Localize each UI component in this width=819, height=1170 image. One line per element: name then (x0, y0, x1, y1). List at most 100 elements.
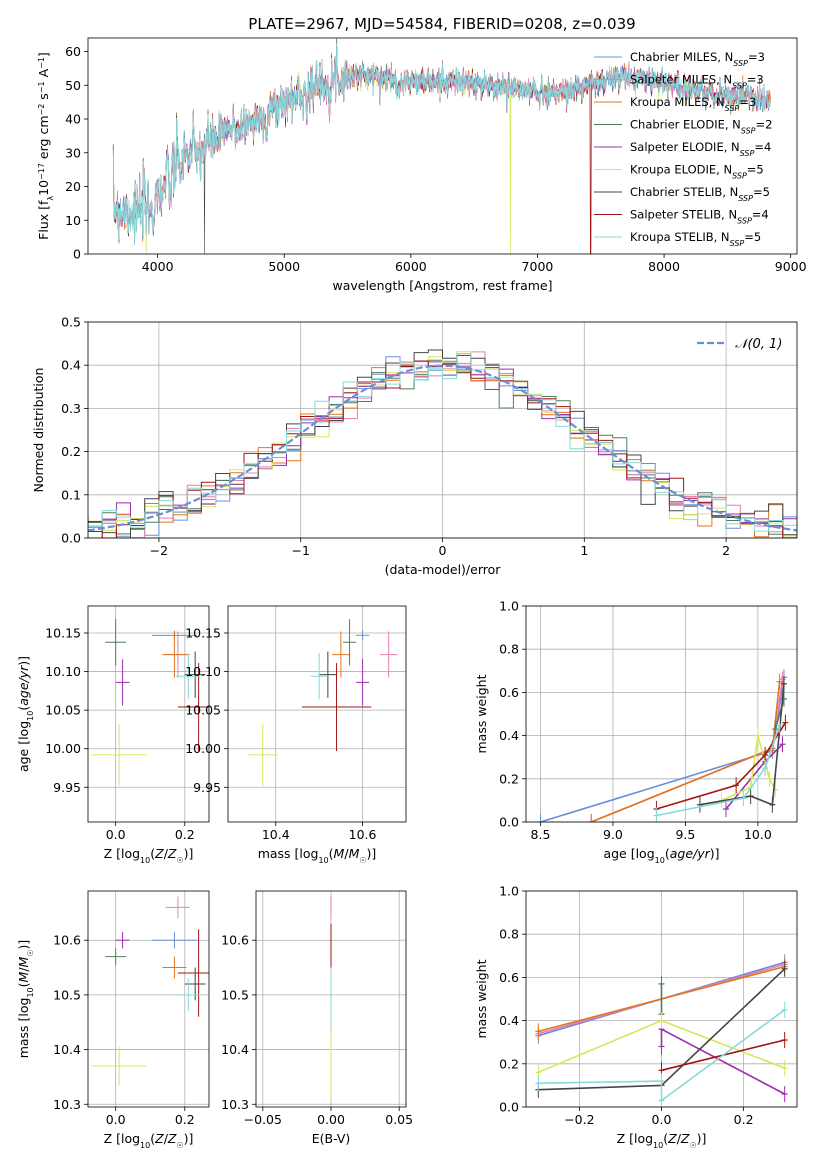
plot-area (537, 669, 789, 822)
y-tick-label: 1.0 (499, 884, 519, 899)
y-axis-label: mass weight (474, 959, 489, 1038)
legend-normal-label: 𝒩(0, 1) (735, 337, 782, 352)
y-tick-label: 10.05 (185, 703, 221, 718)
y-tick-label: 60 (65, 44, 81, 59)
x-tick-label: −0.2 (564, 1112, 594, 1127)
y-tick-label: 10.4 (53, 1042, 81, 1057)
plot-area (247, 619, 398, 786)
y-tick-label: 10.05 (45, 703, 81, 718)
figure-title: PLATE=2967, MJD=54584, FIBERID=0208, z=0… (248, 15, 635, 33)
x-tick-label: 6000 (395, 259, 427, 274)
y-axis-label: Flux [fλ10−17 erg cm−2 s−1 A−1] (36, 52, 55, 240)
axes-frame (525, 890, 798, 1108)
weight-vs-age-panel: 8.5 9.0 9.5 10.0 0.0 0.2 0.4 0.6 0.8 1.0 age [log1… (474, 599, 798, 865)
x-tick-label: 0.2 (175, 827, 195, 842)
normal-curve (88, 364, 797, 532)
plot-area (91, 619, 209, 786)
x-tick-label: 1 (580, 543, 588, 558)
x-tick-label: 0.0 (652, 1112, 672, 1127)
weight-vs-metallicity-panel: −0.2 0.0 0.2 0.0 0.2 0.4 0.6 0.8 1.0 Z [log10(Z/Z… (474, 884, 798, 1150)
x-tick-label: 2 (722, 543, 730, 558)
y-tick-label: 0.4 (499, 1013, 519, 1028)
x-tick-label: 0.0 (106, 1112, 126, 1127)
y-axis-label: age [log10(age/yr)] (16, 656, 35, 772)
y-tick-label: 10.5 (53, 987, 81, 1002)
legend-label-chabrier-elodie: Chabrier ELODIE, NSSP=2 (630, 118, 772, 136)
y-tick-label: 10.5 (221, 987, 249, 1002)
x-tick-label: −0.05 (244, 1112, 282, 1127)
x-tick-label: 7000 (522, 259, 554, 274)
x-tick-label: 0.00 (317, 1112, 345, 1127)
spectrum-line-kroupa-stelib (112, 43, 771, 246)
y-tick-label: 30 (65, 145, 81, 160)
y-tick-label: 9.95 (53, 780, 81, 795)
legend-label-kroupa-stelib: Kroupa STELIB, NSSP=5 (630, 230, 761, 248)
plot-area (91, 896, 209, 1086)
age-vs-mass-panel: 10.4 10.6 9.95 10.00 10.05 10.10 10.15 mass [lo… (185, 605, 407, 865)
x-tick-label: 10.4 (262, 827, 290, 842)
x-tick-label: 9.5 (675, 827, 695, 842)
y-tick-label: 50 (65, 78, 81, 93)
x-tick-label: 10.6 (349, 827, 377, 842)
spectrum-panel: 4000 5000 6000 7000 8000 9000 0 10 20 30 40 50 60 wav… (36, 37, 807, 293)
y-tick-label: 0.6 (499, 685, 519, 700)
weight-line-chabrier-miles (540, 677, 785, 822)
x-tick-label: 0 (439, 543, 447, 558)
legend-label-kroupa-miles: Kroupa MILES, NSSP=3 (630, 95, 756, 113)
y-tick-label: 10.3 (53, 1097, 81, 1112)
axes-frame (255, 890, 407, 1108)
legend-label-salpeter-elodie: Salpeter ELODIE, NSSP=4 (630, 140, 771, 158)
x-axis-label: age [log10(age/yr)] (603, 846, 719, 865)
x-tick-label: 0.2 (175, 1112, 195, 1127)
x-tick-label: 0.2 (734, 1112, 754, 1127)
plot-area (88, 349, 797, 538)
legend-label-salpeter-miles: Salpeter MILES, NSSP=3 (630, 73, 764, 91)
axes-frame (87, 605, 210, 823)
x-axis-label: wavelength [Angstrom, rest frame] (332, 278, 552, 293)
x-tick-label: 0.05 (385, 1112, 413, 1127)
y-tick-label: 0.2 (499, 771, 519, 786)
y-tick-label: 9.95 (193, 780, 221, 795)
weight-line-kroupa-stelib (538, 1009, 786, 1103)
axes-frame (227, 605, 407, 823)
mass-vs-ebv-panel: −0.05 0.00 0.05 10.3 10.4 10.5 10.6 E(B-V) (221, 890, 413, 1146)
y-tick-label: 0.8 (499, 927, 519, 942)
legend-label-chabrier-miles: Chabrier MILES, NSSP=3 (630, 50, 765, 68)
x-axis-label: Z [log10(Z/Z☉)] (617, 1131, 707, 1150)
legend-label-salpeter-stelib: Salpeter STELIB, NSSP=4 (630, 208, 769, 226)
y-tick-label: 10.00 (45, 741, 81, 756)
histogram-kroupa-stelib (88, 353, 797, 538)
y-tick-label: 0.2 (499, 1056, 519, 1071)
x-tick-label: 8.5 (531, 827, 551, 842)
legend-label-chabrier-stelib: Chabrier STELIB, NSSP=5 (630, 185, 770, 203)
y-tick-label: 10.00 (185, 741, 221, 756)
y-tick-label: 1.0 (499, 599, 519, 614)
y-tick-label: 10.15 (185, 626, 221, 641)
y-tick-label: 0.4 (61, 358, 81, 373)
x-axis-label: E(B-V) (312, 1131, 351, 1146)
x-axis-label: mass [log10(M/M☉)] (258, 846, 377, 865)
y-tick-label: 0.8 (499, 642, 519, 657)
y-tick-label: 0.6 (499, 970, 519, 985)
y-tick-label: 40 (65, 112, 81, 127)
x-tick-label: 4000 (142, 259, 174, 274)
x-tick-label: −1 (291, 543, 309, 558)
y-tick-label: 20 (65, 179, 81, 194)
y-tick-label: 10.6 (53, 933, 81, 948)
y-tick-label: 0.1 (61, 487, 81, 502)
age-vs-metallicity-panel: 0.0 0.2 9.95 10.00 10.05 10.10 10.15 Z [log10(Z… (16, 605, 210, 865)
x-tick-label: 8000 (648, 259, 680, 274)
x-tick-label: 0.0 (106, 827, 126, 842)
plot-area (535, 954, 788, 1107)
y-tick-label: 10.10 (185, 664, 221, 679)
y-axis-label: mass [log10(M/M☉)] (16, 940, 35, 1059)
residual-histogram-panel: −2 −1 0 1 2 0.0 0.1 0.2 0.3 0.4 0.5 (data-model)/er… (31, 315, 798, 577)
y-tick-label: 0.4 (499, 728, 519, 743)
y-tick-label: 10.4 (221, 1042, 249, 1057)
y-tick-label: 0.2 (61, 444, 81, 459)
y-tick-label: 0.0 (61, 531, 81, 546)
y-tick-label: 10.15 (45, 626, 81, 641)
x-axis-label: Z [log10(Z/Z☉)] (104, 846, 194, 865)
axes-frame (525, 605, 798, 823)
